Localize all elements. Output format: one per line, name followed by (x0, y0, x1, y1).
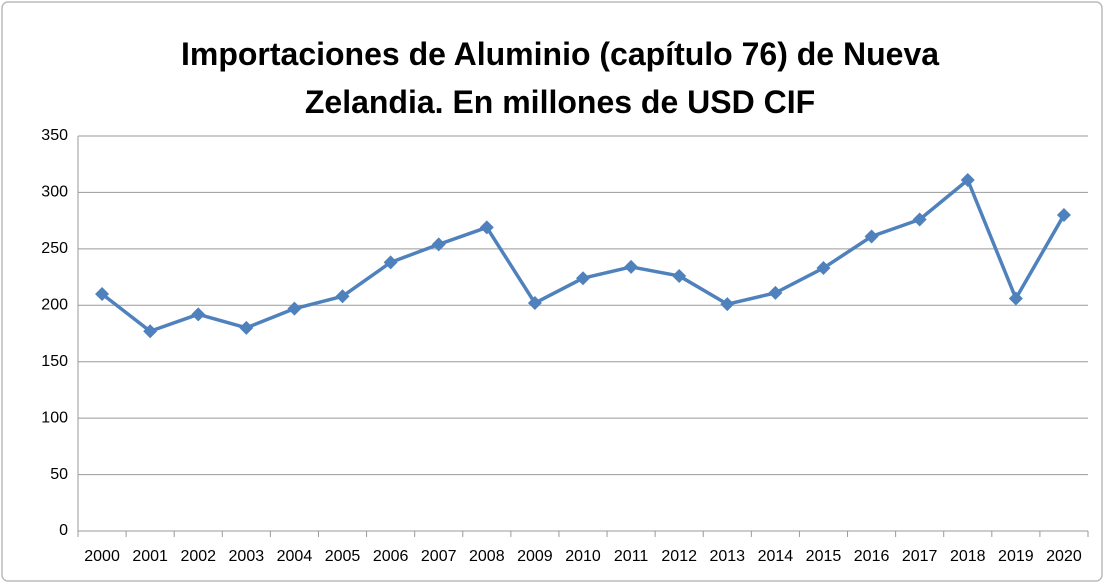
x-tick-label: 2018 (950, 548, 986, 565)
y-tick-label: 350 (41, 127, 68, 144)
y-tick-label: 150 (41, 353, 68, 370)
x-tick-label: 2006 (373, 548, 409, 565)
x-tick-label: 2007 (421, 548, 457, 565)
x-tick-label: 2000 (84, 548, 120, 565)
x-tick-label: 2013 (709, 548, 745, 565)
marker (576, 271, 590, 286)
x-tick-label: 2012 (661, 548, 697, 565)
x-tick-label: 2004 (277, 548, 313, 565)
marker (431, 237, 446, 252)
marker (95, 287, 110, 301)
marker (143, 324, 158, 339)
marker (864, 229, 879, 244)
marker (672, 268, 687, 283)
marker (479, 220, 494, 235)
y-tick-label: 0 (59, 522, 68, 539)
x-tick-label: 2016 (854, 548, 890, 565)
marker (1008, 291, 1023, 306)
x-tick-label: 2017 (902, 548, 938, 565)
marker (816, 261, 831, 276)
x-tick-label: 2015 (806, 548, 842, 565)
marker (335, 289, 350, 304)
y-tick-label: 200 (41, 297, 68, 314)
marker (768, 285, 783, 300)
marker (720, 297, 735, 312)
x-tick-label: 2020 (1046, 548, 1082, 565)
y-tick-label: 300 (41, 184, 68, 201)
x-tick-label: 2001 (132, 548, 168, 565)
marker (912, 212, 927, 227)
marker (287, 301, 302, 316)
marker (239, 320, 254, 335)
y-tick-label: 250 (41, 240, 68, 257)
marker (191, 307, 206, 322)
marker (1056, 208, 1071, 222)
marker (624, 259, 639, 274)
x-tick-label: 2005 (325, 548, 361, 565)
x-tick-label: 2019 (998, 548, 1034, 565)
marker (383, 255, 398, 270)
x-tick-label: 2003 (229, 548, 265, 565)
y-tick-label: 50 (50, 466, 68, 483)
marker (960, 173, 975, 188)
marker (527, 296, 542, 311)
chart-title: Importaciones de Aluminio (capítulo 76) … (180, 36, 940, 120)
x-tick-label: 2011 (614, 548, 649, 565)
x-tick-label: 2010 (565, 548, 601, 565)
x-tick-label: 2002 (180, 548, 216, 565)
x-tick-label: 2014 (758, 548, 794, 565)
x-tick-label: 2009 (517, 548, 553, 565)
x-tick-label: 2008 (469, 548, 505, 565)
y-tick-label: 100 (41, 409, 68, 426)
